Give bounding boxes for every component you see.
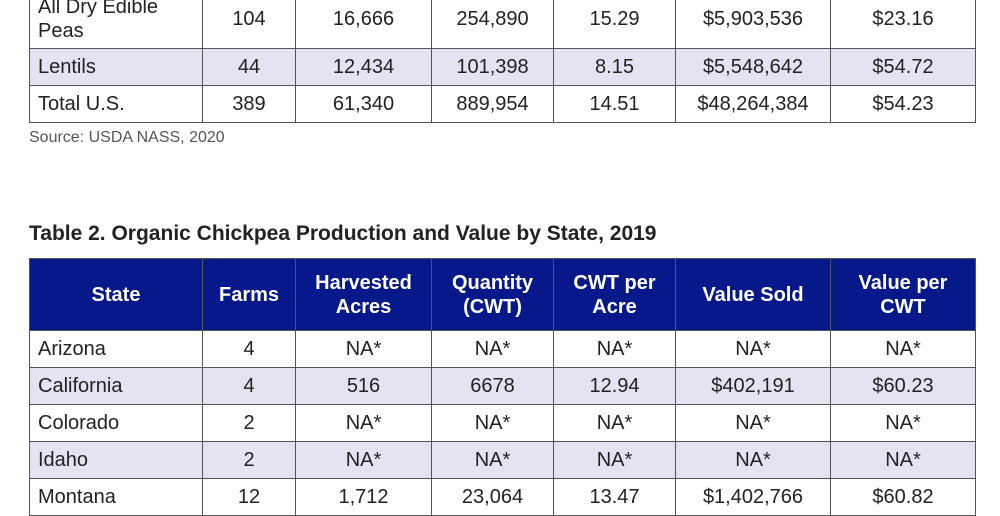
column-header: Value Sold <box>675 258 831 331</box>
table-1: All Dry Edible Peas 104 16,666 254,890 15.29… <box>29 0 976 123</box>
table-header-row: State Farms Harvested Acres Quantity (CWT) C… <box>29 258 976 331</box>
source-note: Source: USDA NASS, 2020 <box>29 129 225 146</box>
column-header: CWT per Acre <box>553 258 676 331</box>
table-cell: NA* <box>553 330 676 368</box>
table-cell: 4 <box>202 367 296 405</box>
table-row: California 4 516 6678 12.94 $402,191 $60.23 <box>29 367 976 405</box>
table-cell: 516 <box>295 367 432 405</box>
table-cell: 23,064 <box>431 478 554 516</box>
table-cell: NA* <box>295 404 432 442</box>
column-header: State <box>29 258 203 331</box>
table-cell: 16,666 <box>295 0 432 49</box>
table-cell: California <box>29 367 203 405</box>
table-cell: $54.72 <box>830 48 976 86</box>
table-2: State Farms Harvested Acres Quantity (CWT) C… <box>29 258 976 516</box>
table-row: Arizona 4 NA* NA* NA* NA* NA* <box>29 330 976 368</box>
table-cell: 389 <box>202 85 296 123</box>
table-cell: Total U.S. <box>29 85 203 123</box>
table-cell: 889,954 <box>431 85 554 123</box>
table-cell: Montana <box>29 478 203 516</box>
table-cell: $5,548,642 <box>675 48 831 86</box>
table-cell: NA* <box>431 330 554 368</box>
table-row: Idaho 2 NA* NA* NA* NA* NA* <box>29 441 976 479</box>
table-cell: NA* <box>431 404 554 442</box>
table-row: Montana 12 1,712 23,064 13.47 $1,402,766 $60.8… <box>29 478 976 516</box>
table-cell: 44 <box>202 48 296 86</box>
table-cell: $402,191 <box>675 367 831 405</box>
table-cell: 13.47 <box>553 478 676 516</box>
table-cell: Idaho <box>29 441 203 479</box>
table-cell: NA* <box>675 441 831 479</box>
table-row: All Dry Edible Peas 104 16,666 254,890 15.29… <box>29 0 976 49</box>
table-cell: 61,340 <box>295 85 432 123</box>
table-cell: NA* <box>431 441 554 479</box>
table-cell: 12 <box>202 478 296 516</box>
table-cell: $54.23 <box>830 85 976 123</box>
table-cell: $1,402,766 <box>675 478 831 516</box>
column-header: Farms <box>202 258 296 331</box>
table-cell: $60.23 <box>830 367 976 405</box>
table-cell: NA* <box>553 404 676 442</box>
table-row: Lentils 44 12,434 101,398 8.15 $5,548,642 $54.… <box>29 48 976 86</box>
table-cell: NA* <box>553 441 676 479</box>
table-2-title: Table 2. Organic Chickpea Production and… <box>29 222 657 245</box>
table-cell: NA* <box>675 404 831 442</box>
table-cell: NA* <box>295 441 432 479</box>
table-row: Total U.S. 389 61,340 889,954 14.51 $48,264,3… <box>29 85 976 123</box>
table-cell: Arizona <box>29 330 203 368</box>
column-header: Value per CWT <box>830 258 976 331</box>
table-cell: 2 <box>202 404 296 442</box>
table-cell: $5,903,536 <box>675 0 831 49</box>
table-cell: 2 <box>202 441 296 479</box>
table-cell: 15.29 <box>553 0 676 49</box>
table-cell: 8.15 <box>553 48 676 86</box>
table-cell: NA* <box>830 441 976 479</box>
table-cell: Lentils <box>29 48 203 86</box>
column-header: Quantity (CWT) <box>431 258 554 331</box>
table-cell: 12.94 <box>553 367 676 405</box>
table-cell: 104 <box>202 0 296 49</box>
table-cell: 101,398 <box>431 48 554 86</box>
table-cell: All Dry Edible Peas <box>29 0 203 49</box>
table-cell: NA* <box>830 404 976 442</box>
table-cell: $23.16 <box>830 0 976 49</box>
table-cell: 6678 <box>431 367 554 405</box>
table-cell: 4 <box>202 330 296 368</box>
table-cell: $48,264,384 <box>675 85 831 123</box>
table-cell: 1,712 <box>295 478 432 516</box>
table-cell: $60.82 <box>830 478 976 516</box>
table-cell: Colorado <box>29 404 203 442</box>
table-row: Colorado 2 NA* NA* NA* NA* NA* <box>29 404 976 442</box>
column-header: Harvested Acres <box>295 258 432 331</box>
table-cell: NA* <box>295 330 432 368</box>
table-cell: 254,890 <box>431 0 554 49</box>
table-cell: 14.51 <box>553 85 676 123</box>
table-cell: NA* <box>675 330 831 368</box>
table-cell: 12,434 <box>295 48 432 86</box>
table-cell: NA* <box>830 330 976 368</box>
